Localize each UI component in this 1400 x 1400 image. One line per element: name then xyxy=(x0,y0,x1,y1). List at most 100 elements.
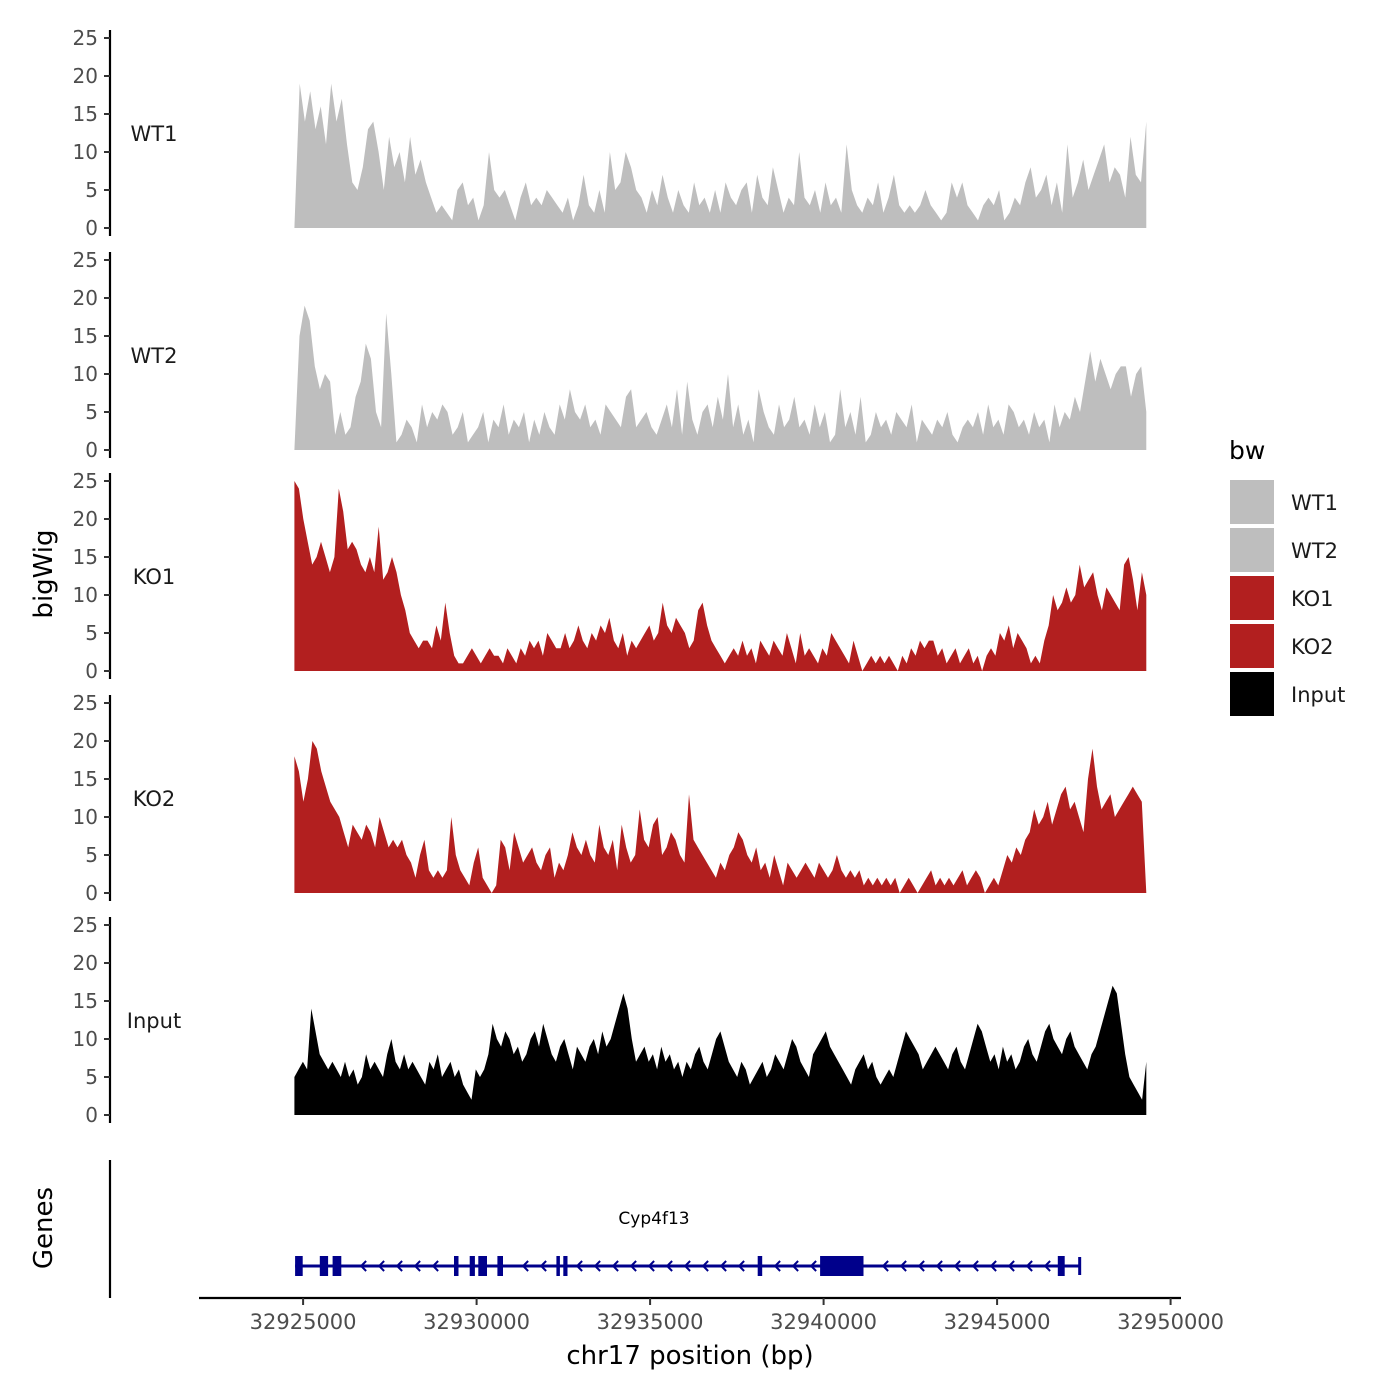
panel-input: 0 5 10 15 20 25 Input xyxy=(73,913,1147,1127)
sample-label-ko2: KO2 xyxy=(133,787,176,811)
legend-label-wt2: WT2 xyxy=(1291,539,1338,563)
y-tick-label: 25 xyxy=(73,248,98,272)
strand-arrow xyxy=(953,1260,961,1272)
strand-arrow xyxy=(701,1260,709,1272)
strand-arrow xyxy=(575,1260,583,1272)
exon xyxy=(319,1256,329,1276)
exon xyxy=(757,1256,763,1276)
strand-arrow xyxy=(359,1260,367,1272)
panel-ko1: 0 5 10 15 20 25 KO1 xyxy=(73,469,1147,683)
strand-arrow xyxy=(1007,1260,1015,1272)
y-tick-label: 5 xyxy=(85,400,98,424)
coverage-area-ko1 xyxy=(294,481,1147,671)
strand-arrow xyxy=(719,1260,727,1272)
exon xyxy=(556,1256,560,1276)
strand-arrow xyxy=(809,1260,817,1272)
legend-key-ko1 xyxy=(1230,576,1274,620)
strand-arrow xyxy=(413,1260,421,1272)
strand-arrow xyxy=(593,1260,601,1272)
exon xyxy=(478,1256,487,1276)
y-tick-label: 10 xyxy=(73,1027,98,1051)
panel-ko2: 0 5 10 15 20 25 KO2 xyxy=(73,691,1147,905)
y-tick-label: 5 xyxy=(85,621,98,645)
exon xyxy=(1057,1256,1065,1276)
y-tick-label: 5 xyxy=(85,178,98,202)
x-tick-label: 32935000 xyxy=(597,1310,704,1334)
strand-arrow xyxy=(899,1260,907,1272)
sample-label-input: Input xyxy=(127,1009,181,1033)
strand-arrow xyxy=(683,1260,691,1272)
strand-arrow xyxy=(1025,1260,1033,1272)
sample-label-ko1: KO1 xyxy=(133,565,176,589)
legend-label-ko1: KO1 xyxy=(1291,587,1334,611)
y-tick-label: 0 xyxy=(85,881,98,905)
strand-arrow xyxy=(521,1260,529,1272)
y-tick-label: 0 xyxy=(85,216,98,240)
coverage-area-wt1 xyxy=(294,83,1147,228)
legend-key-wt2 xyxy=(1230,528,1274,572)
coverage-area-input xyxy=(294,985,1147,1115)
y-tick-label: 25 xyxy=(73,913,98,937)
y-tick-label: 15 xyxy=(73,989,98,1013)
panel-wt1: 0 5 10 15 20 25 WT1 xyxy=(73,26,1147,240)
y-tick-label: 0 xyxy=(85,1103,98,1127)
x-tick-label: 32930000 xyxy=(423,1310,530,1334)
exon xyxy=(497,1256,503,1276)
y-tick-label: 15 xyxy=(73,324,98,348)
strand-arrow xyxy=(431,1260,439,1272)
y-tick-label: 15 xyxy=(73,767,98,791)
strand-arrow xyxy=(773,1260,781,1272)
strand-arrow xyxy=(665,1260,673,1272)
strand-arrow xyxy=(629,1260,637,1272)
strand-arrow xyxy=(791,1260,799,1272)
y-tick-label: 20 xyxy=(73,729,98,753)
coverage-area-wt2 xyxy=(294,305,1147,450)
sample-label-wt1: WT1 xyxy=(131,122,178,146)
strand-arrow xyxy=(539,1260,547,1272)
y-tick-label: 15 xyxy=(73,102,98,126)
legend: bw WT1 WT2 KO1 KO2 Input xyxy=(1229,436,1345,716)
genes-track-label: Genes xyxy=(29,1187,59,1269)
y-tick-label: 25 xyxy=(73,691,98,715)
coverage-area-ko2 xyxy=(294,741,1147,893)
x-axis: 32925000 32930000 32935000 32940000 32945000… xyxy=(199,1296,1224,1334)
strand-arrow xyxy=(395,1260,403,1272)
y-tick-label: 10 xyxy=(73,805,98,829)
y-tick-label: 0 xyxy=(85,659,98,683)
sample-label-wt2: WT2 xyxy=(131,344,178,368)
legend-label-wt1: WT1 xyxy=(1291,491,1338,515)
y-tick-label: 25 xyxy=(73,469,98,493)
x-tick-label: 32950000 xyxy=(1117,1310,1224,1334)
gene-name-label: Cyp4f13 xyxy=(618,1209,689,1229)
y-tick-label: 10 xyxy=(73,362,98,386)
exon xyxy=(295,1256,303,1276)
exon xyxy=(820,1256,864,1276)
y-tick-label: 0 xyxy=(85,438,98,462)
strand-arrow xyxy=(989,1260,997,1272)
strand-arrow xyxy=(647,1260,655,1272)
genes-panel: Cyp4f13 xyxy=(108,1160,1082,1298)
y-tick-label: 20 xyxy=(73,286,98,310)
strand-arrow xyxy=(611,1260,619,1272)
x-tick-label: 32925000 xyxy=(250,1310,357,1334)
legend-key-input xyxy=(1230,672,1274,716)
y-tick-label: 10 xyxy=(73,583,98,607)
y-tick-label: 20 xyxy=(73,64,98,88)
strand-arrow xyxy=(737,1260,745,1272)
y-tick-label: 20 xyxy=(73,507,98,531)
x-tick-label: 32940000 xyxy=(770,1310,877,1334)
legend-title: bw xyxy=(1229,436,1265,465)
legend-label-input: Input xyxy=(1291,683,1345,707)
strand-arrow xyxy=(935,1260,943,1272)
strand-arrow xyxy=(971,1260,979,1272)
x-tick-label: 32945000 xyxy=(944,1310,1051,1334)
strand-arrow xyxy=(1043,1260,1051,1272)
legend-key-wt1 xyxy=(1230,480,1274,524)
exon xyxy=(332,1256,342,1276)
legend-label-ko2: KO2 xyxy=(1291,635,1334,659)
y-tick-label: 15 xyxy=(73,545,98,569)
strand-arrow xyxy=(917,1260,925,1272)
y-tick-label: 25 xyxy=(73,26,98,50)
y-axis-label: bigWig xyxy=(29,529,59,618)
